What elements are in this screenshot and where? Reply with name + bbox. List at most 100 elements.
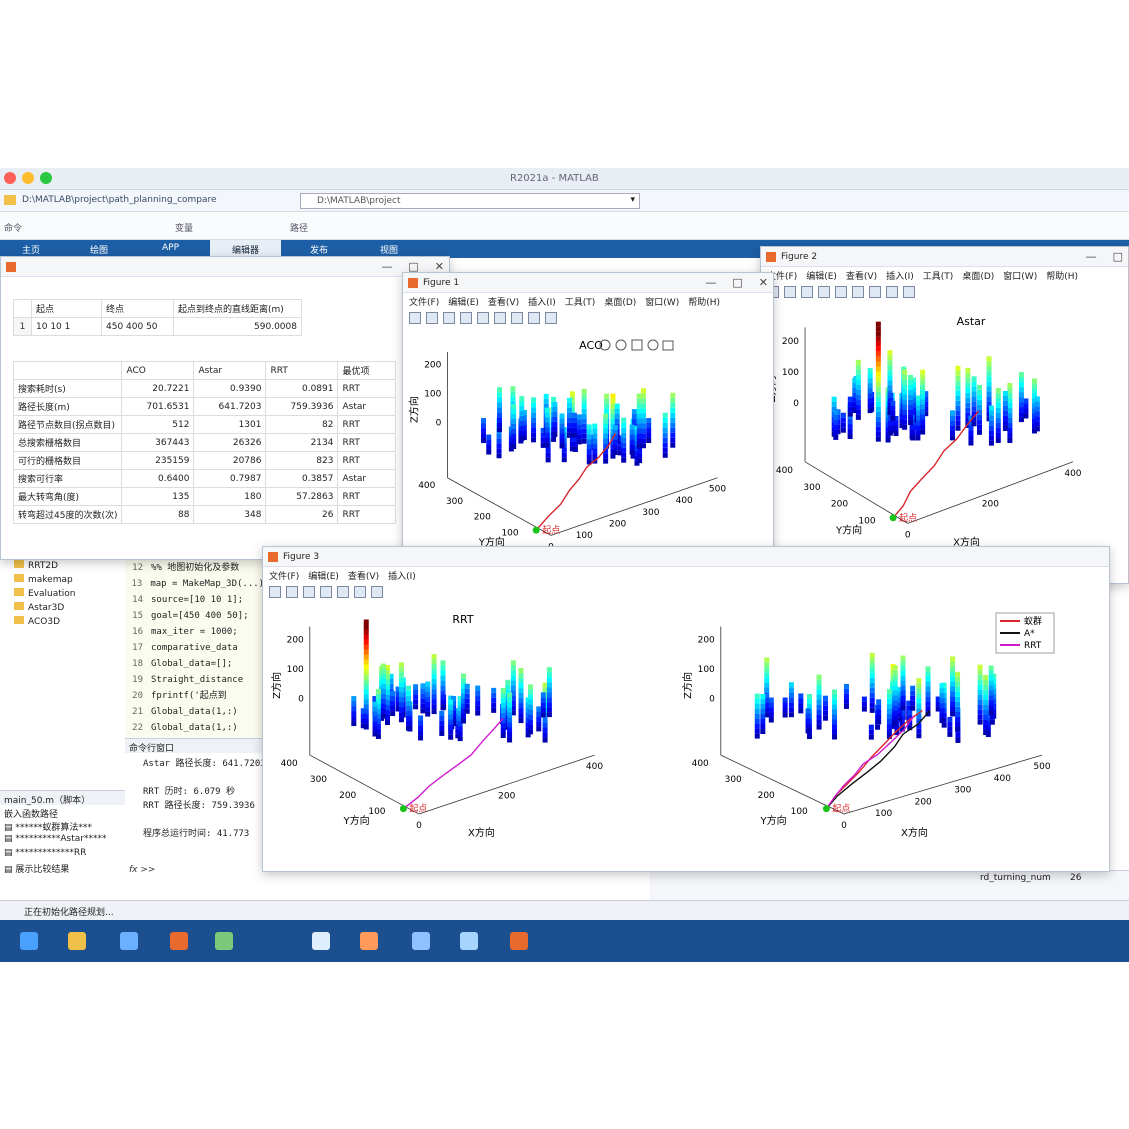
menu-edit[interactable]: 编辑(E) xyxy=(448,298,479,308)
menu-window[interactable]: 窗口(W) xyxy=(1003,272,1038,282)
menu-insert[interactable]: 插入(I) xyxy=(528,298,556,308)
menu-tools[interactable]: 工具(T) xyxy=(564,298,596,308)
export-icon[interactable] xyxy=(835,286,847,298)
rrt-value-cell[interactable]: 0.3857 xyxy=(265,469,339,488)
workspace-var-name[interactable]: rd_turning_num xyxy=(980,873,1051,883)
menu-edit[interactable]: 编辑(E) xyxy=(308,572,339,582)
aco-value-cell[interactable]: 701.6531 xyxy=(121,397,195,416)
menu-view[interactable]: 查看(V) xyxy=(845,272,878,282)
code-line[interactable]: 15 goal=[450 400 50]; xyxy=(125,608,265,624)
rrt-value-cell[interactable]: 759.3936 xyxy=(265,397,339,416)
astar-value-cell[interactable]: 26326 xyxy=(193,433,267,452)
metric-label-cell[interactable]: 可行的栅格数目 xyxy=(12,451,123,470)
metric-label-cell[interactable]: 转弯超过45度的次数(次) xyxy=(12,505,123,524)
pointer-icon[interactable] xyxy=(528,312,540,324)
tab-home[interactable]: 主页 xyxy=(22,246,41,256)
minimize-window-button[interactable] xyxy=(22,172,34,184)
rrt-value-cell[interactable]: 2134 xyxy=(265,433,339,452)
new-icon[interactable] xyxy=(269,586,281,598)
best-value-cell[interactable]: RRT xyxy=(337,451,397,470)
pan-icon[interactable] xyxy=(631,339,643,351)
print-icon[interactable] xyxy=(818,286,830,298)
legend-icon[interactable] xyxy=(869,286,881,298)
colorbar-icon[interactable] xyxy=(354,586,366,598)
best-value-cell[interactable]: RRT xyxy=(337,415,397,434)
open-icon[interactable] xyxy=(426,312,438,324)
chevron-down-icon[interactable]: ▾ xyxy=(630,195,635,205)
aco-value-cell[interactable]: 88 xyxy=(121,505,195,524)
ribbon-label-command[interactable]: 命令 xyxy=(4,224,23,234)
menu-desktop[interactable]: 桌面(D) xyxy=(604,298,637,308)
aco-value-cell[interactable]: 135 xyxy=(121,487,195,506)
start-cell[interactable]: 10 10 1 xyxy=(31,317,102,336)
dock-icon[interactable] xyxy=(903,286,915,298)
astar-value-cell[interactable]: 1301 xyxy=(193,415,267,434)
menu-view[interactable]: 查看(V) xyxy=(487,298,520,308)
app-icon[interactable] xyxy=(412,932,430,950)
list-item[interactable]: makemap xyxy=(4,574,121,588)
print-icon[interactable] xyxy=(460,312,472,324)
minimize-icon[interactable]: — xyxy=(1085,250,1097,263)
metric-label-cell[interactable]: 路径节点数目(拐点数目) xyxy=(12,415,123,434)
colorbar-icon[interactable] xyxy=(494,312,506,324)
tab-view[interactable]: 视图 xyxy=(380,246,399,256)
metric-label-cell[interactable]: 搜索耗时(s) xyxy=(12,379,123,398)
best-value-cell[interactable]: RRT xyxy=(337,487,397,506)
best-value-cell[interactable]: Astar xyxy=(337,469,397,488)
menu-tools[interactable]: 工具(T) xyxy=(922,272,954,282)
metric-label-cell[interactable]: 搜索可行率 xyxy=(12,469,123,488)
code-line[interactable]: 21 Global_data(1,:) xyxy=(125,704,265,720)
legend-icon[interactable] xyxy=(371,586,383,598)
close-window-button[interactable] xyxy=(4,172,16,184)
code-line[interactable]: 12 %% 地图初始化及参数 xyxy=(125,560,265,576)
app-icon[interactable] xyxy=(120,932,138,950)
app-icon[interactable] xyxy=(312,932,330,950)
code-line[interactable]: 16 max_iter = 1000; xyxy=(125,624,265,640)
astar-value-cell[interactable]: 0.7987 xyxy=(193,469,267,488)
list-item[interactable]: ▤ 展示比较结果 xyxy=(4,865,70,875)
export-icon[interactable] xyxy=(337,586,349,598)
list-item[interactable]: ACO3D xyxy=(4,616,121,630)
pointer-icon[interactable] xyxy=(886,286,898,298)
rrt-value-cell[interactable]: 57.2863 xyxy=(265,487,339,506)
list-item[interactable]: ▤ ******蚁群算法*** xyxy=(4,823,92,833)
open-icon[interactable] xyxy=(784,286,796,298)
list-item[interactable]: Evaluation xyxy=(4,588,121,602)
address-field[interactable]: D:\MATLAB\project ▾ xyxy=(300,193,640,209)
colorbar-icon[interactable] xyxy=(852,286,864,298)
command-window[interactable]: 命令行窗口 Astar 路径长度: 641.7203 RRT 历时: 6.079 … xyxy=(125,738,266,882)
legend[interactable]: 蚁群 A* RRT xyxy=(995,612,1055,654)
menu-file[interactable]: 文件(F) xyxy=(767,272,798,282)
maximize-icon[interactable]: □ xyxy=(408,260,419,273)
tab-plots[interactable]: 绘图 xyxy=(90,246,109,256)
tab-editor[interactable]: 编辑器 xyxy=(210,240,282,258)
menu-view[interactable]: 查看(V) xyxy=(347,572,380,582)
menu-help[interactable]: 帮助(H) xyxy=(688,298,720,308)
save-icon[interactable] xyxy=(801,286,813,298)
save-icon[interactable] xyxy=(303,586,315,598)
axes-toolbar[interactable] xyxy=(599,339,674,351)
menu-desktop[interactable]: 桌面(D) xyxy=(962,272,995,282)
close-icon[interactable]: ✕ xyxy=(758,276,768,289)
end-cell[interactable]: 450 400 50 xyxy=(101,317,174,336)
aco-value-cell[interactable]: 512 xyxy=(121,415,195,434)
list-item[interactable]: Astar3D xyxy=(4,602,121,616)
rrt-value-cell[interactable]: 823 xyxy=(265,451,339,470)
menu-window[interactable]: 窗口(W) xyxy=(645,298,680,308)
app-icon[interactable] xyxy=(360,932,378,950)
menu-insert[interactable]: 插入(I) xyxy=(388,572,416,582)
menu-file[interactable]: 文件(F) xyxy=(409,298,440,308)
aco-value-cell[interactable]: 0.6400 xyxy=(121,469,195,488)
code-line[interactable]: 14 source=[10 10 1]; xyxy=(125,592,265,608)
aco-value-cell[interactable]: 235159 xyxy=(121,451,195,470)
code-line[interactable]: 13 map = MakeMap_3D(...); xyxy=(125,576,265,592)
rrt-value-cell[interactable]: 0.0891 xyxy=(265,379,339,398)
menu-edit[interactable]: 编辑(E) xyxy=(806,272,837,282)
app-icon[interactable] xyxy=(510,932,528,950)
app-icon[interactable] xyxy=(215,932,233,950)
menu-help[interactable]: 帮助(H) xyxy=(1046,272,1078,282)
new-icon[interactable] xyxy=(409,312,421,324)
matlab-icon[interactable] xyxy=(170,932,188,950)
maximize-window-button[interactable] xyxy=(40,172,52,184)
save-icon[interactable] xyxy=(443,312,455,324)
